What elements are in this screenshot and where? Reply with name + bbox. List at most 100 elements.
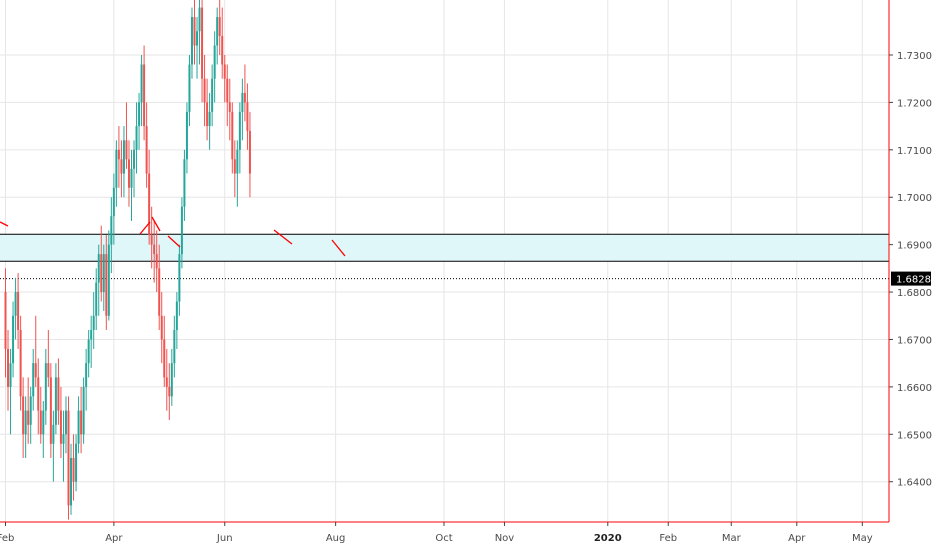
candle-body (82, 386, 85, 435)
candle-body (62, 434, 65, 444)
candle-body (231, 111, 234, 160)
candle-body (180, 206, 183, 255)
candle-body (185, 111, 188, 160)
price-tick-label: 1.71000 (897, 146, 932, 157)
time-tick-label: Apr (788, 533, 806, 544)
candle-body (70, 457, 73, 506)
candle-body (17, 292, 20, 330)
candle-body (138, 102, 141, 127)
candle-body (221, 36, 224, 65)
candle-body (135, 126, 138, 150)
candle-body (140, 64, 143, 103)
current-price-tag: 1.68284 (891, 271, 932, 286)
candle-body (196, 31, 199, 46)
time-tick-label: Oct (435, 533, 452, 544)
candle-body (107, 244, 110, 316)
candle-body (203, 78, 206, 103)
time-tick-label: Jun (216, 533, 233, 544)
candle-body (22, 396, 25, 435)
annotation-mark (0, 221, 9, 227)
price-tick-label: 1.65000 (897, 430, 932, 441)
candle-body (178, 254, 181, 302)
candle-body (29, 396, 32, 425)
time-tick-label: Apr (105, 533, 123, 544)
candle-body (54, 377, 57, 425)
annotation-mark (273, 229, 293, 245)
price-tick-label: 1.70000 (897, 193, 932, 204)
candle-body (112, 187, 115, 217)
time-tick-label: 2020 (594, 533, 622, 544)
time-tick-label: Feb (659, 533, 677, 544)
candle-body (47, 363, 50, 378)
candle-body (100, 254, 103, 293)
candle-body (155, 254, 158, 269)
candle-body (72, 457, 75, 482)
candle-body (64, 410, 67, 435)
candle-body (211, 78, 214, 112)
candle-body (34, 363, 37, 378)
candle-body (218, 17, 221, 37)
candle-body (238, 111, 241, 150)
candle-body (228, 102, 231, 112)
candle-body (193, 17, 196, 46)
candle-body (153, 244, 156, 255)
price-tick-label: 1.66000 (897, 383, 932, 394)
time-tick-label: Feb (0, 533, 14, 544)
time-tick-label: Nov (495, 533, 515, 544)
candle-body (208, 111, 211, 127)
candle-body (216, 17, 219, 46)
time-axis[interactable]: Feb Apr Jun Aug Oct Nov 2020 Feb Mar Apr May (0, 521, 889, 544)
candle-body (206, 102, 209, 127)
candle-body (102, 254, 105, 293)
candle-body (27, 410, 30, 425)
drawing-annotations (0, 216, 346, 257)
time-tick-label: Mar (722, 533, 742, 544)
candle-body (165, 377, 168, 387)
candle-body (163, 339, 166, 378)
candle-body (246, 102, 249, 131)
candle-body (236, 149, 239, 174)
candle-body (173, 329, 176, 364)
candle-body (57, 377, 60, 411)
candle-body (127, 159, 130, 188)
candle-body (110, 216, 113, 245)
candle-body (150, 235, 153, 245)
candlestick-series (4, 0, 251, 520)
resistance-zone (0, 233, 889, 280)
candle-body (168, 386, 171, 397)
candle-body (125, 140, 128, 160)
annotation-mark (139, 221, 151, 235)
candle-body (198, 7, 201, 32)
candle-body (226, 78, 229, 103)
candle-body (105, 254, 108, 316)
candle-body (223, 64, 226, 79)
candle-body (201, 7, 204, 79)
price-tick-label: 1.72000 (897, 98, 932, 109)
price-tick-label: 1.67000 (897, 335, 932, 346)
candle-body (117, 149, 120, 160)
candle-body (49, 377, 52, 444)
candle-body (122, 140, 125, 174)
candle-body (85, 363, 88, 387)
candle-body (24, 410, 27, 435)
candle-body (120, 159, 123, 174)
candle-body (67, 410, 70, 506)
candle-body (44, 363, 47, 411)
candle-body (145, 126, 148, 174)
candle-body (92, 315, 95, 330)
annotation-mark (167, 235, 181, 248)
price-tick-label: 1.68000 (897, 288, 932, 299)
candle-body (39, 410, 42, 435)
candle-body (75, 443, 78, 482)
candle-body (183, 159, 186, 207)
candle-body (12, 315, 15, 364)
candle-body (80, 410, 83, 435)
annotation-mark (151, 216, 161, 232)
candle-body (19, 329, 22, 397)
candle-body (133, 149, 136, 169)
candle-body (32, 363, 35, 397)
candle-body (188, 64, 191, 112)
price-tick-label: 1.73000 (897, 51, 932, 62)
candle-body (213, 45, 216, 79)
